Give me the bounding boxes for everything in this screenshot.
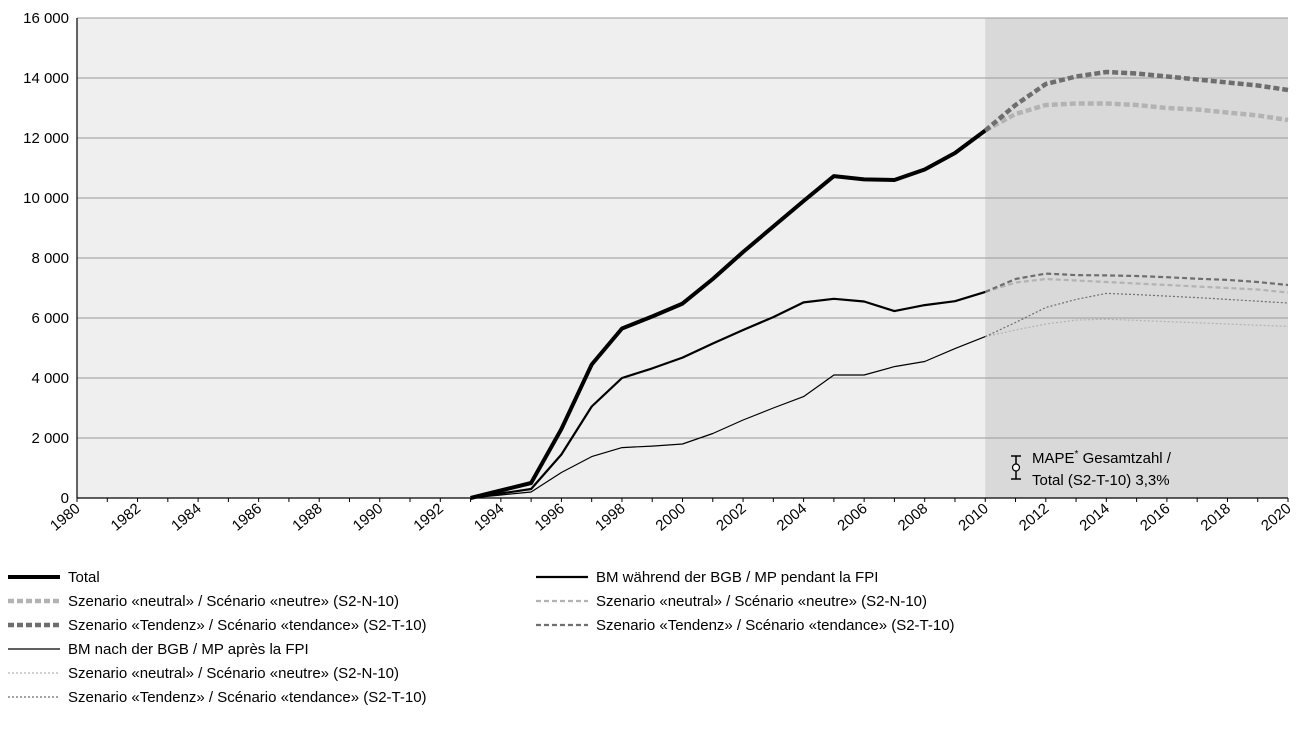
legend: Total Szenario «neutral» / Scénario «neut… [0, 565, 1298, 731]
y-tick-label: 10 000 [23, 190, 69, 207]
x-tick-label: 2010 [955, 500, 991, 534]
x-tick-label: 1986 [229, 500, 265, 534]
x-axis: 1980 1982 1984 1986 1988 1990 1992 1994 1996 1998… [47, 498, 1294, 535]
legend-item: Szenario «Tendenz» / Scénario «tendance»… [8, 613, 427, 637]
x-tick-label: 2012 [1016, 500, 1052, 534]
y-tick-label: 2 000 [31, 430, 69, 447]
legend-swatch [8, 644, 60, 654]
legend-label: Szenario «Tendenz» / Scénario «tendance»… [596, 617, 955, 634]
x-tick-label: 1988 [289, 500, 325, 534]
y-tick-label: 4 000 [31, 370, 69, 387]
x-tick-label: 2000 [653, 500, 689, 534]
y-tick-label: 14 000 [23, 70, 69, 87]
y-tick-label: 8 000 [31, 250, 69, 267]
legend-swatch [8, 596, 60, 606]
legend-label: Szenario «neutral» / Scénario «neutre» (… [596, 593, 927, 610]
legend-column-right: BM während der BGB / MP pendant la FPI Sz… [536, 565, 955, 637]
y-tick-label: 6 000 [31, 310, 69, 327]
legend-label: Szenario «neutral» / Scénario «neutre» (… [68, 593, 399, 610]
x-tick-label: 1994 [471, 500, 507, 534]
legend-swatch [8, 692, 60, 702]
legend-swatch [8, 572, 60, 582]
x-tick-label: 2008 [895, 500, 931, 534]
x-tick-label: 2006 [834, 500, 870, 534]
x-tick-label: 1992 [410, 500, 446, 534]
legend-label: Szenario «neutral» / Scénario «neutre» (… [68, 665, 399, 682]
legend-swatch [536, 572, 588, 582]
legend-swatch [536, 620, 588, 630]
x-tick-label: 2018 [1198, 500, 1234, 534]
legend-item: Szenario «neutral» / Scénario «neutre» (… [536, 589, 955, 613]
legend-item: Szenario «Tendenz» / Scénario «tendance»… [8, 685, 427, 709]
x-tick-label: 2002 [713, 500, 749, 534]
legend-item: Szenario «neutral» / Scénario «neutre» (… [8, 589, 427, 613]
x-tick-label: 1980 [47, 500, 83, 534]
x-tick-label: 2016 [1137, 500, 1173, 534]
x-tick-label: 2020 [1258, 500, 1294, 534]
legend-item: Total [8, 565, 427, 589]
y-tick-label: 16 000 [23, 10, 69, 27]
legend-item: BM nach der BGB / MP après la FPI [8, 637, 427, 661]
legend-swatch [8, 620, 60, 630]
x-tick-label: 1982 [108, 500, 144, 534]
legend-label: Szenario «Tendenz» / Scénario «tendance»… [68, 617, 427, 634]
legend-swatch [8, 668, 60, 678]
legend-label: Total [68, 569, 100, 586]
legend-item: Szenario «neutral» / Scénario «neutre» (… [8, 661, 427, 685]
y-tick-label: 12 000 [23, 130, 69, 147]
legend-item: Szenario «Tendenz» / Scénario «tendance»… [536, 613, 955, 637]
legend-column-left: Total Szenario «neutral» / Scénario «neut… [8, 565, 427, 709]
legend-item: BM während der BGB / MP pendant la FPI [536, 565, 955, 589]
legend-swatch [536, 596, 588, 606]
x-tick-label: 2004 [774, 500, 810, 534]
x-tick-label: 1996 [531, 500, 567, 534]
annotation-line1: MAPE* Gesamtzahl / [1032, 449, 1172, 467]
annotation-line2: Total (S2-T-10) 3,3% [1032, 472, 1170, 489]
legend-label: BM nach der BGB / MP après la FPI [68, 641, 309, 658]
x-tick-label: 1990 [350, 500, 386, 534]
x-tick-label: 1998 [592, 500, 628, 534]
x-tick-label: 1984 [168, 500, 204, 534]
legend-label: BM während der BGB / MP pendant la FPI [596, 569, 878, 586]
x-tick-label: 2014 [1076, 500, 1112, 534]
legend-label: Szenario «Tendenz» / Scénario «tendance»… [68, 689, 427, 706]
